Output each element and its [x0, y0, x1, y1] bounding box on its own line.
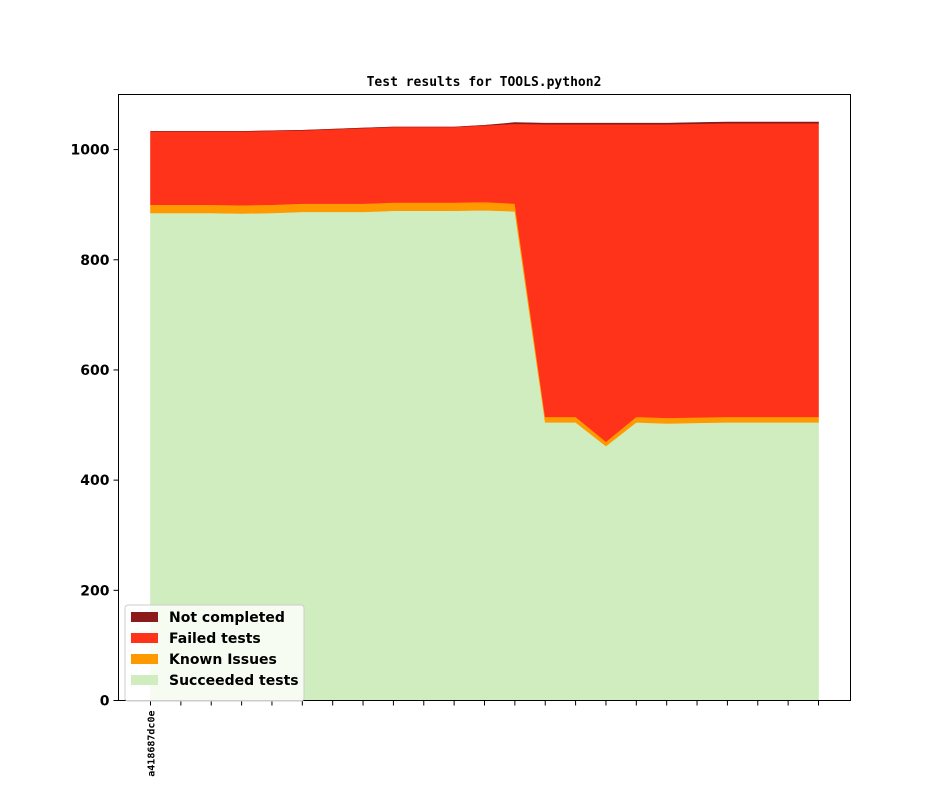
y-tick-label: 800: [80, 253, 109, 269]
y-tick-label: 400: [80, 473, 109, 489]
legend-swatch: [131, 675, 158, 685]
legend-label: Not completed: [169, 610, 285, 626]
y-tick-label: 1000: [71, 143, 110, 159]
legend-box: [124, 604, 305, 702]
legend-swatch: [131, 612, 158, 622]
y-tick-label: 200: [80, 583, 109, 599]
chart-title: Test results for TOOLS.python2: [367, 75, 602, 90]
legend-swatch: [131, 654, 158, 664]
y-tick-label: 0: [100, 694, 110, 710]
x-axis: a418687dc0e: [147, 700, 819, 777]
legend-label: Failed tests: [169, 631, 261, 647]
legend: Not completed Failed tests Known Issues Suc…: [124, 604, 305, 702]
x-tick-label: a418687dc0e: [147, 711, 158, 777]
legend-label: Known Issues: [169, 652, 277, 668]
area-layers: [150, 121, 819, 701]
area-not-completed: [150, 121, 819, 132]
y-axis: 0 200 400 600 800 1000: [71, 143, 119, 710]
legend-swatch: [131, 633, 158, 643]
legend-label: Succeeded tests: [169, 673, 299, 689]
y-tick-label: 600: [80, 363, 109, 379]
